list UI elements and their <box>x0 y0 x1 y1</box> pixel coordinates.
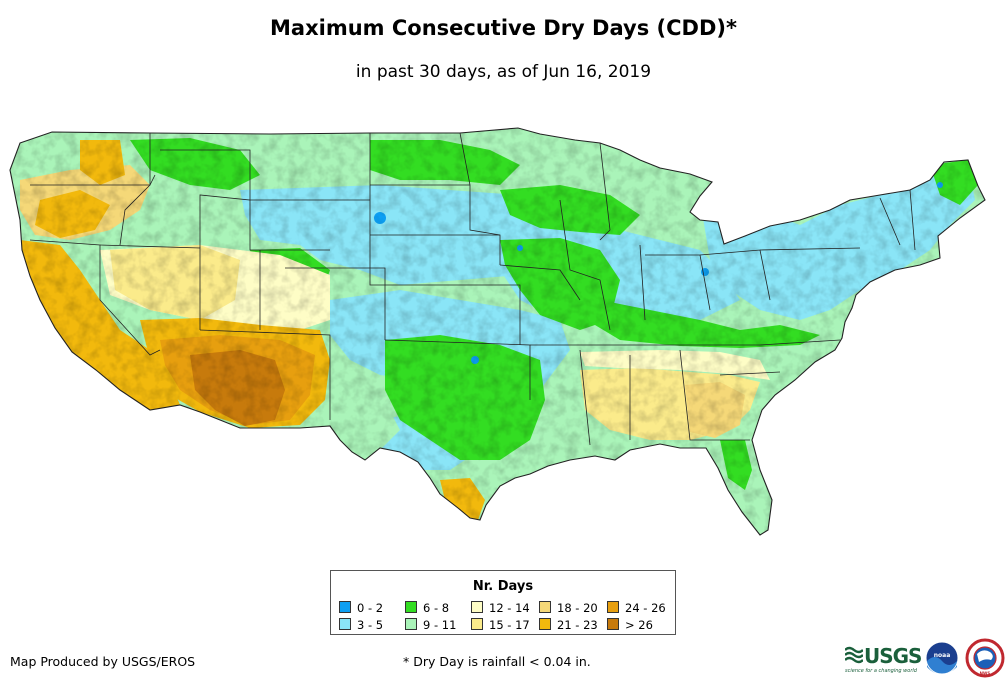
legend-item-3-5: 3 - 5 <box>339 618 383 632</box>
map-credit: Map Produced by USGS/EROS <box>10 654 196 669</box>
usgs-wave-icon <box>845 646 863 664</box>
usgs-logo: USGS <box>864 644 922 668</box>
svg-text:NWS: NWS <box>980 671 991 676</box>
legend-swatch <box>607 601 619 613</box>
legend-swatch <box>471 618 483 630</box>
nws-logo-icon: NWS <box>965 638 1005 678</box>
legend-swatch <box>471 601 483 613</box>
legend-item-6-8: 6 - 8 <box>405 601 449 615</box>
legend-item-18-20: 18 - 20 <box>539 601 598 615</box>
legend-item-21-23: 21 - 23 <box>539 618 598 632</box>
legend-item-0-2: 0 - 2 <box>339 601 383 615</box>
legend-swatch <box>405 618 417 630</box>
legend-item-over-26: > 26 <box>607 618 653 632</box>
agency-logos: USGS science for a changing world noaa N… <box>843 638 1007 680</box>
noaa-logo-icon: noaa <box>925 641 959 675</box>
legend-swatch <box>339 601 351 613</box>
dry-day-footnote: * Dry Day is rainfall < 0.04 in. <box>403 654 591 669</box>
svg-text:noaa: noaa <box>934 652 951 659</box>
us-cdd-map <box>9 127 986 536</box>
legend-title: Nr. Days <box>472 579 534 594</box>
legend-swatch <box>607 618 619 630</box>
legend-item-12-14: 12 - 14 <box>471 601 530 615</box>
cdd-shading-layer <box>10 128 985 535</box>
legend-item-9-11: 9 - 11 <box>405 618 456 632</box>
legend-swatch <box>539 618 551 630</box>
map-title: Maximum Consecutive Dry Days (CDD)* <box>270 16 737 40</box>
legend-item-15-17: 15 - 17 <box>471 618 530 632</box>
usgs-tagline: science for a changing world <box>845 668 917 674</box>
map-subtitle: in past 30 days, as of Jun 16, 2019 <box>355 62 652 82</box>
legend-swatch <box>339 618 351 630</box>
legend-swatch <box>539 601 551 613</box>
legend-swatch <box>405 601 417 613</box>
map-legend: Nr. Days 0 - 2 3 - 5 6 - 8 9 - 11 12 - 1… <box>330 570 676 635</box>
legend-item-24-26: 24 - 26 <box>607 601 666 615</box>
state-boundaries <box>9 127 986 536</box>
